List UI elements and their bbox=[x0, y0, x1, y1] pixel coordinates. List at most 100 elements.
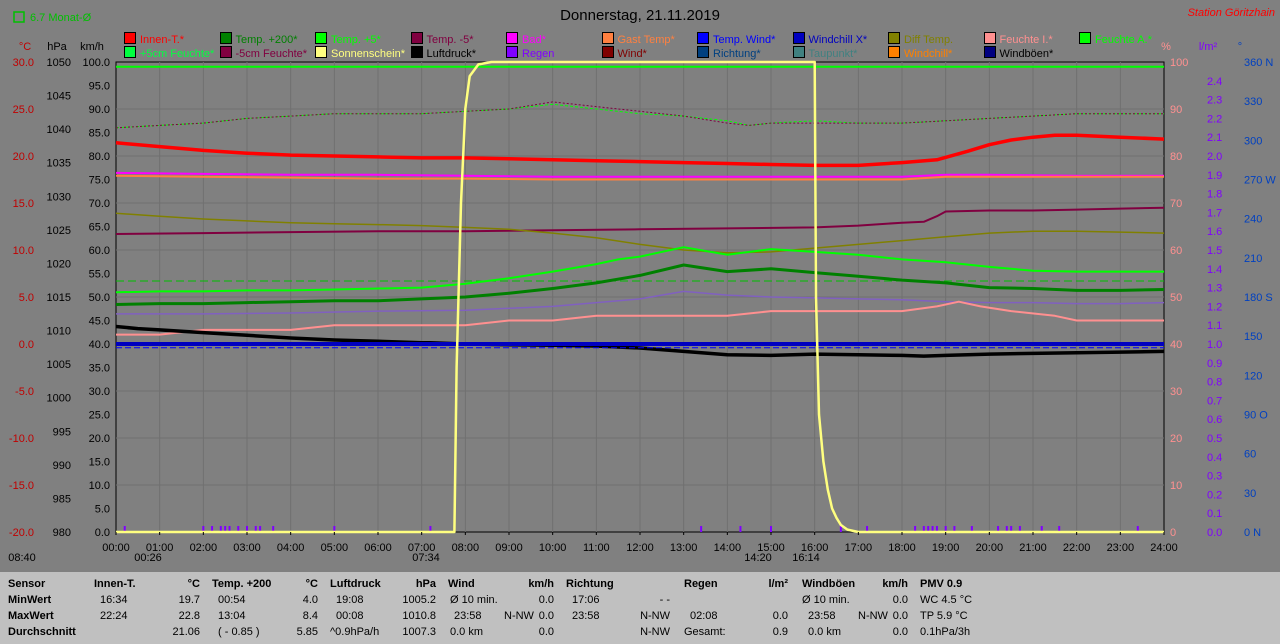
humidity-tick-label: 30 bbox=[1170, 386, 1182, 398]
humidity-tick-label: 20 bbox=[1170, 433, 1182, 445]
station-name: Station Göritzhain bbox=[1188, 7, 1275, 19]
temp200-unit: °C bbox=[305, 578, 318, 590]
rain-bar bbox=[1058, 526, 1061, 532]
chart-title: Donnerstag, 21.11.2019 bbox=[560, 7, 720, 24]
humidity-tick-label: 70 bbox=[1170, 198, 1182, 210]
innen-column: Innen-T. °C 16:34 19.7 22:24 22.8 21.06 bbox=[94, 576, 202, 640]
legend-label: Regen bbox=[522, 48, 555, 60]
wind-max-value: 0.0 bbox=[538, 610, 554, 622]
pmv-pressure-trend: 0.1hPa/3h bbox=[920, 626, 971, 638]
rain-bar bbox=[866, 526, 869, 532]
legend-label: Bad* bbox=[522, 34, 546, 46]
temp200-avg-value: 5.85 bbox=[296, 626, 318, 638]
temp-tick-label: -15.0 bbox=[9, 480, 34, 492]
regen-total-label: Gesamt: bbox=[684, 626, 726, 638]
richtung-avg-value: N-NW bbox=[640, 626, 670, 638]
pressure-tick-label: 1010 bbox=[47, 326, 71, 338]
innen-max-time: 22:24 bbox=[100, 610, 128, 622]
axis-unit-label: % bbox=[1161, 41, 1171, 53]
wind-tick-label: 45.0 bbox=[89, 316, 110, 328]
pressure-tick-label: 1015 bbox=[47, 292, 71, 304]
x-tick-label: 03:00 bbox=[233, 542, 261, 554]
regen-total-value: 0.9 bbox=[772, 626, 788, 638]
pmv-header: PMV 0.9 bbox=[920, 578, 963, 590]
axis-unit-label: °C bbox=[19, 41, 31, 53]
rain-bar bbox=[272, 526, 275, 532]
pressure-tick-label: 1030 bbox=[47, 191, 71, 203]
x-tick-label: 13:00 bbox=[670, 542, 698, 554]
legend-swatch bbox=[983, 32, 996, 44]
rain-bar bbox=[228, 526, 231, 532]
series-line bbox=[116, 300, 1164, 336]
temp-tick-label: -10.0 bbox=[9, 433, 34, 445]
series-line bbox=[115, 133, 1165, 168]
legend-item: Windchill* bbox=[888, 46, 952, 61]
legend-item: Temp. +200* bbox=[219, 32, 298, 47]
legend-item: Sonnenschein* bbox=[315, 46, 405, 61]
legend-label: +5cm Feuchte* bbox=[140, 48, 215, 60]
rain-bar bbox=[922, 526, 925, 532]
wind-tick-label: 85.0 bbox=[89, 128, 110, 140]
sensor-column: Sensor MinWert MaxWert Durchschnitt bbox=[8, 576, 88, 640]
luftdruck-avg-value: 1007.3 bbox=[402, 626, 436, 638]
series-line bbox=[115, 174, 1164, 181]
temp200-max-value: 8.4 bbox=[302, 610, 318, 622]
legend-swatch bbox=[124, 32, 136, 44]
wind-tick-label: 75.0 bbox=[89, 175, 110, 187]
x-tick-label: 15:00 bbox=[757, 542, 785, 554]
legend-swatch bbox=[888, 32, 900, 44]
x-tick-label: 11:00 bbox=[583, 542, 610, 554]
windboeen-distance: 0.0 km bbox=[808, 626, 842, 638]
legend-label: Innen-T.* bbox=[140, 34, 185, 46]
legend-swatch bbox=[315, 46, 327, 58]
x-tick-label: 20:00 bbox=[976, 542, 1004, 554]
series-line bbox=[116, 60, 1164, 534]
temp-tick-label: 0.0 bbox=[19, 339, 34, 351]
rain-tick-label: 0.6 bbox=[1207, 414, 1222, 426]
humidity-tick-label: 90 bbox=[1170, 104, 1182, 116]
pressure-tick-label: 1020 bbox=[47, 258, 71, 270]
rain-bar bbox=[953, 526, 956, 532]
regen-unit: l/m² bbox=[768, 578, 788, 590]
rain-bar bbox=[246, 526, 248, 532]
humidity-tick-label: 100 bbox=[1170, 57, 1188, 69]
pressure-tick-label: 1050 bbox=[47, 57, 71, 69]
x-tick-label: 04:00 bbox=[277, 542, 305, 554]
axis-unit-label: km/h bbox=[80, 41, 104, 53]
legend-item: Windböen* bbox=[983, 46, 1053, 61]
rain-bar bbox=[739, 526, 742, 532]
axis-unit-label: l/m² bbox=[1199, 41, 1218, 53]
series-line bbox=[115, 246, 1164, 294]
legend-swatch bbox=[601, 46, 614, 58]
legend-swatch bbox=[888, 46, 900, 58]
axis-unit-label: ° bbox=[1238, 41, 1242, 53]
humidity-tick-label: 40 bbox=[1170, 339, 1182, 351]
pressure-tick-label: 1035 bbox=[47, 158, 71, 170]
rain-tick-label: 1.6 bbox=[1207, 226, 1222, 238]
legend-label: Windchill X* bbox=[808, 34, 868, 46]
legend-swatch bbox=[697, 32, 709, 44]
windboeen-min-value: 0.0 bbox=[892, 594, 908, 606]
rain-bar bbox=[224, 526, 227, 532]
legend-label: Sonnenschein* bbox=[331, 48, 406, 60]
x-tick-label: 14:00 bbox=[714, 542, 742, 554]
rain-bar bbox=[259, 526, 262, 532]
row-label-avg: Durchschnitt bbox=[8, 626, 76, 638]
pressure-tick-label: 990 bbox=[53, 460, 71, 472]
legend-item: Luftdruck* bbox=[410, 46, 476, 61]
rain-tick-label: 0.2 bbox=[1207, 489, 1222, 501]
wind-header: Wind bbox=[448, 578, 475, 590]
rain-bar bbox=[935, 526, 938, 532]
luftdruck-max-time: 00:08 bbox=[336, 610, 364, 622]
row-label-min: MinWert bbox=[8, 594, 52, 606]
legend-label: Windchill* bbox=[904, 48, 953, 60]
x-tick-label: 02:00 bbox=[190, 542, 218, 554]
rain-bar bbox=[997, 526, 1000, 532]
temp200-header: Temp. +200 bbox=[212, 578, 272, 590]
legend-label: Temp. +200* bbox=[235, 34, 298, 46]
rain-bar bbox=[1010, 526, 1013, 532]
wind-min-label: Ø 10 min. bbox=[450, 594, 498, 606]
temp200-diff: ( - 0.85 ) bbox=[218, 626, 260, 638]
rain-bar bbox=[1040, 526, 1043, 532]
pressure-tick-label: 985 bbox=[53, 493, 71, 505]
